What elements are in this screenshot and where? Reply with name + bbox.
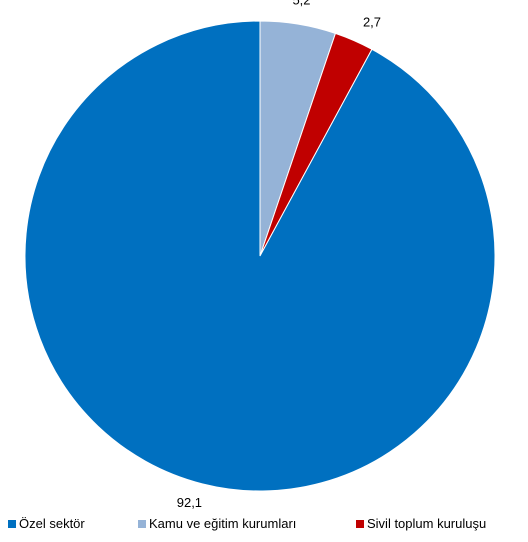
pie-data-labels: 5,2 2,7 92,1 — [177, 0, 381, 510]
pie-slice-ozel-sektor — [24, 20, 496, 492]
data-label-sivil-toplum-kurulusu: 2,7 — [363, 14, 381, 29]
legend-item-sivil-toplum-kurulusu: Sivil toplum kuruluşu — [356, 516, 486, 531]
legend-swatch-kamu-ve-egitim-kurumlari — [138, 519, 146, 528]
pie-slices — [24, 20, 496, 492]
legend-swatch-sivil-toplum-kurulusu — [356, 519, 364, 528]
legend-swatch-ozel-sektor — [8, 519, 16, 528]
legend: Özel sektör Kamu ve eğitim kurumları Siv… — [8, 516, 523, 536]
legend-item-ozel-sektor: Özel sektör — [8, 516, 85, 531]
legend-label-ozel-sektor: Özel sektör — [19, 516, 85, 531]
legend-label-kamu-ve-egitim-kurumlari: Kamu ve eğitim kurumları — [149, 516, 297, 531]
legend-label-sivil-toplum-kurulusu: Sivil toplum kuruluşu — [367, 516, 487, 531]
pie-chart-svg: 5,2 2,7 92,1 — [24, 0, 496, 510]
data-label-kamu-ve-egitim-kurumlari: 5,2 — [292, 0, 310, 7]
legend-item-kamu-ve-egitim-kurumlari: Kamu ve eğitim kurumları — [138, 516, 296, 531]
data-label-ozel-sektor: 92,1 — [177, 495, 202, 510]
